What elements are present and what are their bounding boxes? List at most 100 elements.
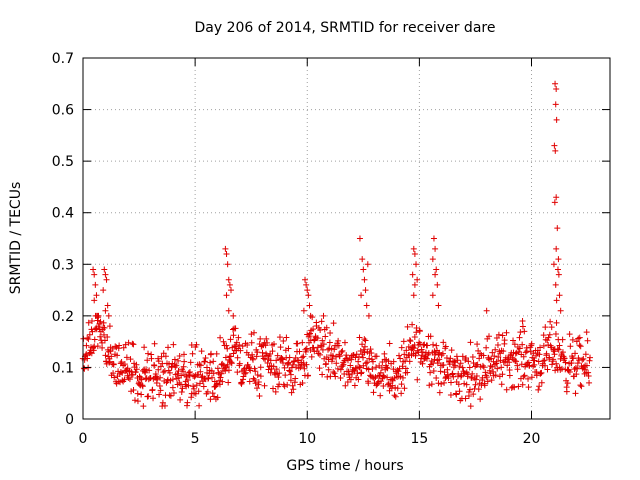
data-point xyxy=(251,329,258,336)
data-point xyxy=(343,352,350,359)
data-point xyxy=(81,365,88,372)
data-point xyxy=(337,366,344,373)
data-point xyxy=(90,266,97,273)
data-point xyxy=(187,359,194,366)
data-point xyxy=(257,373,264,380)
data-point xyxy=(246,378,253,385)
data-point xyxy=(213,350,220,357)
data-point xyxy=(339,347,346,354)
data-point xyxy=(283,334,290,341)
data-point xyxy=(533,372,540,379)
data-point xyxy=(480,364,487,371)
data-point xyxy=(101,266,108,273)
data-point xyxy=(359,341,366,348)
data-point xyxy=(235,334,242,341)
data-point xyxy=(370,358,376,365)
data-point xyxy=(452,362,459,369)
data-point xyxy=(166,369,173,376)
data-point xyxy=(201,358,208,365)
data-point xyxy=(157,363,164,370)
y-axis-ticks: 0 0.1 0.2 0.3 0.4 0.5 0.6 0.7 xyxy=(52,51,610,428)
data-point xyxy=(391,374,398,381)
data-point xyxy=(342,382,349,389)
data-point xyxy=(325,346,332,353)
data-point xyxy=(465,358,472,365)
data-point xyxy=(522,349,529,356)
data-point xyxy=(300,307,307,314)
data-point xyxy=(444,366,451,373)
data-point xyxy=(534,347,541,354)
data-point xyxy=(193,382,200,389)
data-point xyxy=(272,388,279,395)
data-point xyxy=(543,350,550,357)
data-point xyxy=(237,347,244,354)
data-point xyxy=(252,368,259,375)
data-point xyxy=(411,333,418,340)
data-point xyxy=(394,385,401,392)
data-point xyxy=(126,376,133,383)
data-point xyxy=(286,354,293,361)
data-point xyxy=(306,331,313,338)
data-point xyxy=(397,355,404,362)
data-point xyxy=(102,352,109,359)
data-point xyxy=(99,344,106,351)
data-point xyxy=(224,361,231,368)
data-point xyxy=(366,355,373,362)
data-point xyxy=(155,358,162,365)
data-point xyxy=(493,358,500,365)
data-point xyxy=(337,375,344,382)
data-point xyxy=(110,370,117,377)
data-point xyxy=(527,348,534,355)
data-point xyxy=(442,343,449,350)
data-point xyxy=(251,365,258,372)
data-point xyxy=(563,388,570,395)
data-point xyxy=(470,391,477,398)
data-point xyxy=(555,271,562,278)
y-tick-label: 0.5 xyxy=(52,154,74,170)
data-point xyxy=(516,334,523,341)
data-point xyxy=(130,341,137,348)
data-point xyxy=(309,314,316,321)
data-point xyxy=(95,323,102,330)
data-point xyxy=(223,342,230,349)
data-point xyxy=(363,302,370,309)
data-point xyxy=(427,333,434,340)
data-point xyxy=(352,354,359,361)
data-point xyxy=(320,341,327,348)
data-point xyxy=(479,362,486,369)
data-point xyxy=(459,364,466,371)
data-point xyxy=(573,371,580,378)
data-point xyxy=(257,364,264,371)
data-point xyxy=(156,391,163,398)
data-point xyxy=(495,331,502,338)
data-point xyxy=(448,347,455,354)
data-point xyxy=(356,353,363,360)
data-point xyxy=(553,116,560,123)
data-point xyxy=(453,391,460,398)
data-point xyxy=(391,392,398,399)
data-point xyxy=(181,351,187,358)
data-point xyxy=(180,368,187,375)
data-point xyxy=(537,344,544,351)
data-point xyxy=(553,85,560,92)
data-point xyxy=(133,366,140,373)
data-point xyxy=(253,353,260,360)
data-point xyxy=(561,355,568,362)
data-point xyxy=(335,342,342,349)
data-point xyxy=(210,370,217,377)
data-point xyxy=(361,349,368,356)
data-point xyxy=(364,261,371,268)
data-point xyxy=(341,339,348,346)
data-point xyxy=(101,337,108,344)
data-point xyxy=(145,350,152,357)
data-point xyxy=(583,329,590,336)
data-point xyxy=(224,261,231,268)
data-point xyxy=(552,80,559,87)
data-point xyxy=(378,364,385,371)
data-point xyxy=(435,351,442,358)
data-point xyxy=(196,402,203,409)
data-point xyxy=(430,235,437,242)
data-point xyxy=(84,335,91,342)
data-point xyxy=(248,339,255,346)
data-point xyxy=(572,364,579,371)
